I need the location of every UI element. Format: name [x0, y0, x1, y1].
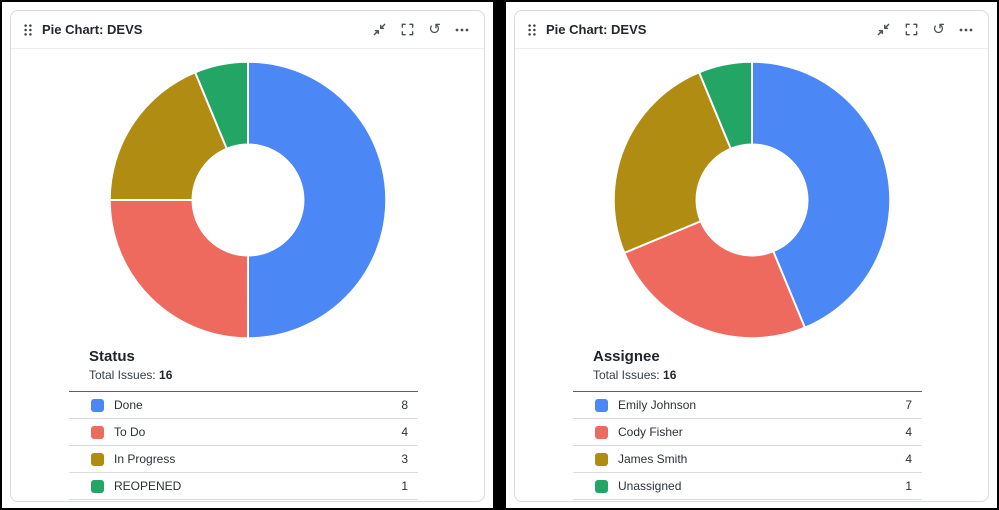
- legend-swatch: [595, 398, 608, 412]
- legend-row-in-progress[interactable]: In Progress 3: [69, 446, 418, 473]
- legend-swatch: [91, 398, 104, 412]
- more-options-icon[interactable]: [454, 22, 470, 38]
- pie-segment-james-smith[interactable]: [612, 71, 732, 255]
- widget-actions: ↺: [876, 22, 974, 38]
- legend-value: 4: [401, 425, 408, 439]
- legend-table: Done 8 To Do 4 In Progress 3 REOPENED 1: [69, 391, 418, 500]
- legend-swatch: [91, 425, 104, 439]
- pie-segment-reopened[interactable]: [193, 60, 249, 151]
- legend-swatch: [595, 452, 608, 466]
- total-issues-value: 16: [159, 368, 173, 382]
- drag-handle-icon[interactable]: [527, 23, 537, 37]
- collapse-icon[interactable]: [876, 22, 891, 38]
- legend-value: 4: [905, 425, 912, 439]
- widget-title: Pie Chart: DEVS: [42, 22, 143, 37]
- legend-swatch: [595, 425, 608, 439]
- widget-header: Pie Chart: DEVS ↺: [11, 11, 484, 49]
- pie-segment-done[interactable]: [246, 60, 387, 340]
- total-issues: Total Issues: 16: [593, 368, 922, 382]
- chart-area: Status Total Issues: 16 Done 8 To Do 4 In Pr…: [11, 49, 484, 501]
- pie-segment-to-do[interactable]: [108, 199, 249, 340]
- legend-row-to-do[interactable]: To Do 4: [69, 419, 418, 446]
- widget-card: Pie Chart: DEVS ↺: [514, 10, 989, 502]
- legend-row-emily-johnson[interactable]: Emily Johnson 7: [573, 392, 922, 419]
- legend-row-done[interactable]: Done 8: [69, 392, 418, 419]
- legend-label: Done: [114, 398, 143, 412]
- collapse-icon[interactable]: [372, 22, 387, 38]
- refresh-icon[interactable]: ↺: [932, 20, 945, 38]
- widget-header: Pie Chart: DEVS ↺: [515, 11, 988, 49]
- legend-label: To Do: [114, 425, 146, 439]
- chart-summary: Status Total Issues: 16 Done 8 To Do 4 In Pr…: [69, 348, 418, 500]
- pie-segment-emily-johnson[interactable]: [750, 60, 891, 329]
- legend-row-unassigned[interactable]: Unassigned 1: [573, 473, 922, 500]
- legend-swatch: [91, 479, 104, 493]
- legend-label: Unassigned: [618, 479, 682, 493]
- total-issues-label: Total Issues:: [89, 368, 156, 382]
- legend-label: Cody Fisher: [618, 425, 683, 439]
- legend-swatch: [595, 479, 608, 493]
- legend-table: Emily Johnson 7 Cody Fisher 4 James Smith 4 Un…: [573, 391, 922, 500]
- pie-chart-widget-assignee: Pie Chart: DEVS ↺: [504, 0, 999, 510]
- legend-row-cody-fisher[interactable]: Cody Fisher 4: [573, 419, 922, 446]
- total-issues-label: Total Issues:: [593, 368, 660, 382]
- fullscreen-icon[interactable]: [400, 22, 415, 38]
- assignee-donut-chart: [612, 60, 891, 340]
- chart-area: Assignee Total Issues: 16 Emily Johnson 7…: [515, 49, 988, 501]
- fullscreen-icon[interactable]: [904, 22, 919, 38]
- pie-chart-widget-status: Pie Chart: DEVS ↺: [0, 0, 495, 510]
- refresh-icon[interactable]: ↺: [428, 20, 441, 38]
- pie-segment-in-progress[interactable]: [108, 71, 228, 201]
- chart-title: Assignee: [593, 348, 660, 365]
- pie-segment-cody-fisher[interactable]: [622, 219, 806, 340]
- legend-value: 8: [401, 398, 408, 412]
- legend-value: 7: [905, 398, 912, 412]
- legend-value: 1: [905, 479, 912, 493]
- total-issues: Total Issues: 16: [89, 368, 418, 382]
- widget-actions: ↺: [372, 22, 470, 38]
- legend-swatch: [91, 452, 104, 466]
- legend-label: James Smith: [618, 452, 688, 466]
- widget-title: Pie Chart: DEVS: [546, 22, 647, 37]
- legend-value: 3: [401, 452, 408, 466]
- pie-segment-unassigned[interactable]: [697, 60, 753, 151]
- legend-label: In Progress: [114, 452, 176, 466]
- chart-title: Status: [89, 348, 135, 365]
- widget-card: Pie Chart: DEVS ↺: [10, 10, 485, 502]
- legend-row-reopened[interactable]: REOPENED 1: [69, 473, 418, 500]
- legend-row-james-smith[interactable]: James Smith 4: [573, 446, 922, 473]
- chart-summary: Assignee Total Issues: 16 Emily Johnson 7…: [573, 348, 922, 500]
- legend-label: REOPENED: [114, 479, 182, 493]
- legend-label: Emily Johnson: [618, 398, 697, 412]
- status-donut-chart: [108, 60, 387, 340]
- legend-value: 1: [401, 479, 408, 493]
- total-issues-value: 16: [663, 368, 677, 382]
- drag-handle-icon[interactable]: [23, 23, 33, 37]
- legend-value: 4: [905, 452, 912, 466]
- more-options-icon[interactable]: [958, 22, 974, 38]
